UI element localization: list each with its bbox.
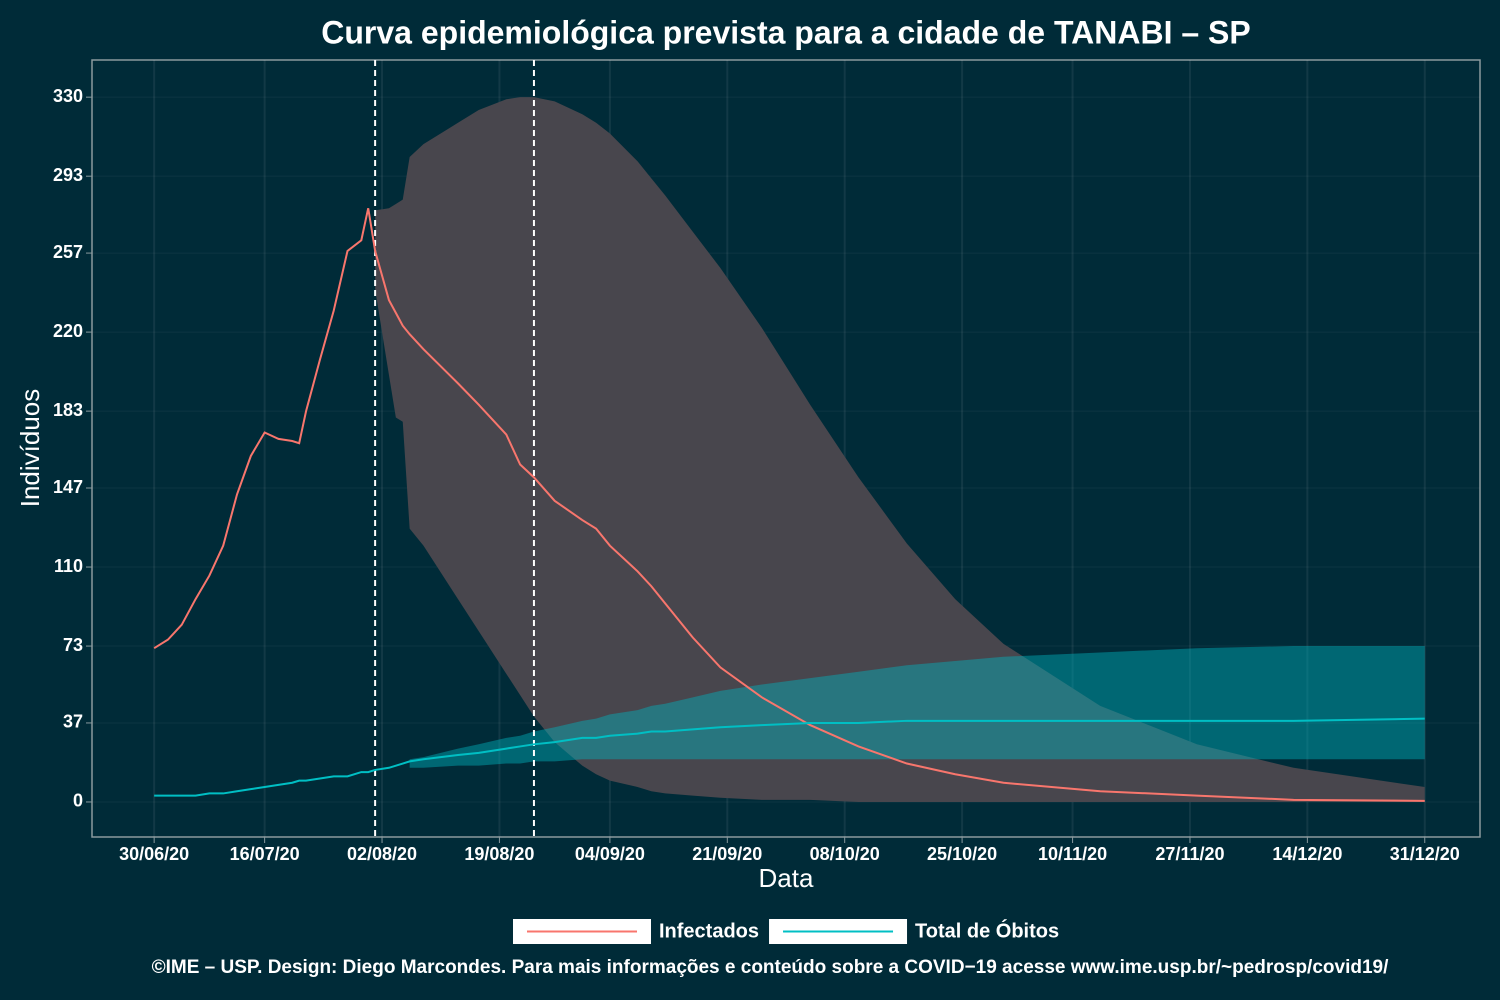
x-tick-label: 10/11/20 <box>1038 844 1107 864</box>
legend-label: Infectados <box>659 920 759 942</box>
confidence-band <box>409 646 1425 768</box>
x-tick-label: 08/10/20 <box>810 844 880 864</box>
y-tick-label: 37 <box>63 712 83 732</box>
x-tick-label: 30/06/20 <box>119 844 189 864</box>
x-tick-label: 21/09/20 <box>692 844 762 864</box>
y-tick-label: 147 <box>53 477 83 497</box>
x-tick-label: 31/12/20 <box>1390 844 1460 864</box>
x-tick-label: 14/12/20 <box>1272 844 1342 864</box>
y-tick-label: 257 <box>53 242 83 262</box>
x-axis-title: Data <box>759 863 814 893</box>
series-line <box>154 717 1425 797</box>
plot-panel <box>91 59 1481 838</box>
y-tick-label: 0 <box>73 791 83 811</box>
y-tick-label: 293 <box>53 165 83 185</box>
confidence-band <box>375 97 1425 802</box>
y-tick-label: 183 <box>53 400 83 420</box>
x-tick-label: 19/08/20 <box>464 844 534 864</box>
legend-label: Total de Óbitos <box>915 918 1059 942</box>
caption: ©IME – USP. Design: Diego Marcondes. Par… <box>152 957 1389 978</box>
x-tick-label: 04/09/20 <box>575 844 645 864</box>
series-line <box>153 208 1425 802</box>
x-tick-label: 16/07/20 <box>230 844 300 864</box>
y-tick-label: 73 <box>63 635 83 655</box>
y-tick-label: 110 <box>54 556 83 576</box>
y-tick-label: 220 <box>53 321 83 341</box>
x-tick-label: 25/10/20 <box>927 844 997 864</box>
y-tick-label: 330 <box>53 86 83 106</box>
y-axis-title: Indivíduos <box>15 389 45 508</box>
x-tick-label: 27/11/20 <box>1155 844 1224 864</box>
chart-title: Curva epidemiológica prevista para a cid… <box>321 14 1250 50</box>
x-tick-label: 02/08/20 <box>347 844 417 864</box>
